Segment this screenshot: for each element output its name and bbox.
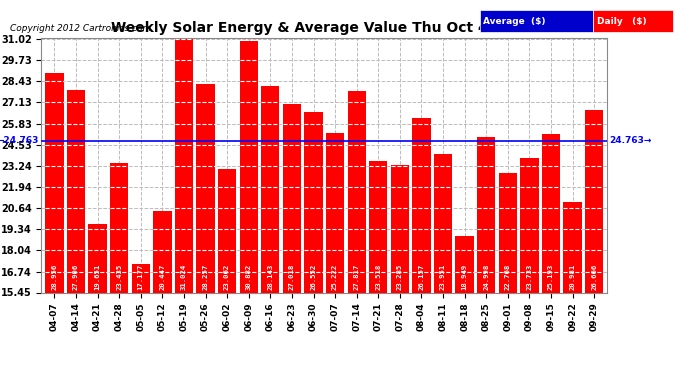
Bar <box>585 110 604 292</box>
Bar <box>499 173 517 292</box>
Text: Copyright 2012 Cartronics.com: Copyright 2012 Cartronics.com <box>10 24 152 33</box>
Text: 25.222: 25.222 <box>332 264 338 290</box>
Title: Weekly Solar Energy & Average Value Thu Oct 4 07:06: Weekly Solar Energy & Average Value Thu … <box>112 21 537 35</box>
Text: Average  ($): Average ($) <box>483 16 546 26</box>
Text: 19.651: 19.651 <box>95 264 101 290</box>
Text: 17.177: 17.177 <box>138 264 144 290</box>
Text: 23.062: 23.062 <box>224 264 230 290</box>
Text: 27.018: 27.018 <box>289 264 295 290</box>
Text: 28.257: 28.257 <box>203 264 208 290</box>
Text: 28.143: 28.143 <box>267 264 273 290</box>
Text: 27.817: 27.817 <box>354 264 359 290</box>
Bar <box>67 90 85 292</box>
Text: 31.024: 31.024 <box>181 264 187 290</box>
Text: 20.447: 20.447 <box>159 264 166 290</box>
Bar <box>564 202 582 292</box>
Bar <box>239 41 258 292</box>
Bar <box>369 161 388 292</box>
Bar <box>326 134 344 292</box>
Text: 28.956: 28.956 <box>51 264 57 290</box>
Bar <box>153 211 172 292</box>
Bar <box>542 134 560 292</box>
Text: Daily   ($): Daily ($) <box>597 16 647 26</box>
Bar <box>434 154 452 292</box>
Bar <box>520 158 539 292</box>
Text: 30.882: 30.882 <box>246 264 252 290</box>
Bar <box>413 118 431 292</box>
Text: 20.981: 20.981 <box>570 264 575 290</box>
Text: 25.193: 25.193 <box>548 264 554 290</box>
Text: 23.951: 23.951 <box>440 264 446 290</box>
Text: 22.768: 22.768 <box>505 264 511 290</box>
Bar <box>132 264 150 292</box>
Bar <box>88 224 107 292</box>
Text: 26.666: 26.666 <box>591 264 598 290</box>
Bar <box>348 91 366 292</box>
Bar <box>391 165 409 292</box>
Text: 23.733: 23.733 <box>526 264 533 290</box>
Bar <box>175 39 193 292</box>
Text: 23.435: 23.435 <box>116 264 122 290</box>
Text: 23.285: 23.285 <box>397 264 403 290</box>
Text: 18.949: 18.949 <box>462 264 468 290</box>
Bar <box>477 137 495 292</box>
Text: 27.906: 27.906 <box>73 264 79 290</box>
Bar <box>110 162 128 292</box>
Bar <box>218 169 236 292</box>
Bar <box>45 73 63 292</box>
Bar <box>197 84 215 292</box>
Text: 24.998: 24.998 <box>483 264 489 290</box>
Text: ←24.763: ←24.763 <box>0 136 39 146</box>
Text: 23.518: 23.518 <box>375 264 382 290</box>
Bar <box>455 236 474 292</box>
Text: 24.763→: 24.763→ <box>609 136 652 146</box>
Text: 26.157: 26.157 <box>418 264 424 290</box>
Text: 26.552: 26.552 <box>310 264 317 290</box>
Bar <box>283 104 301 292</box>
Bar <box>261 86 279 292</box>
Bar <box>304 112 323 292</box>
